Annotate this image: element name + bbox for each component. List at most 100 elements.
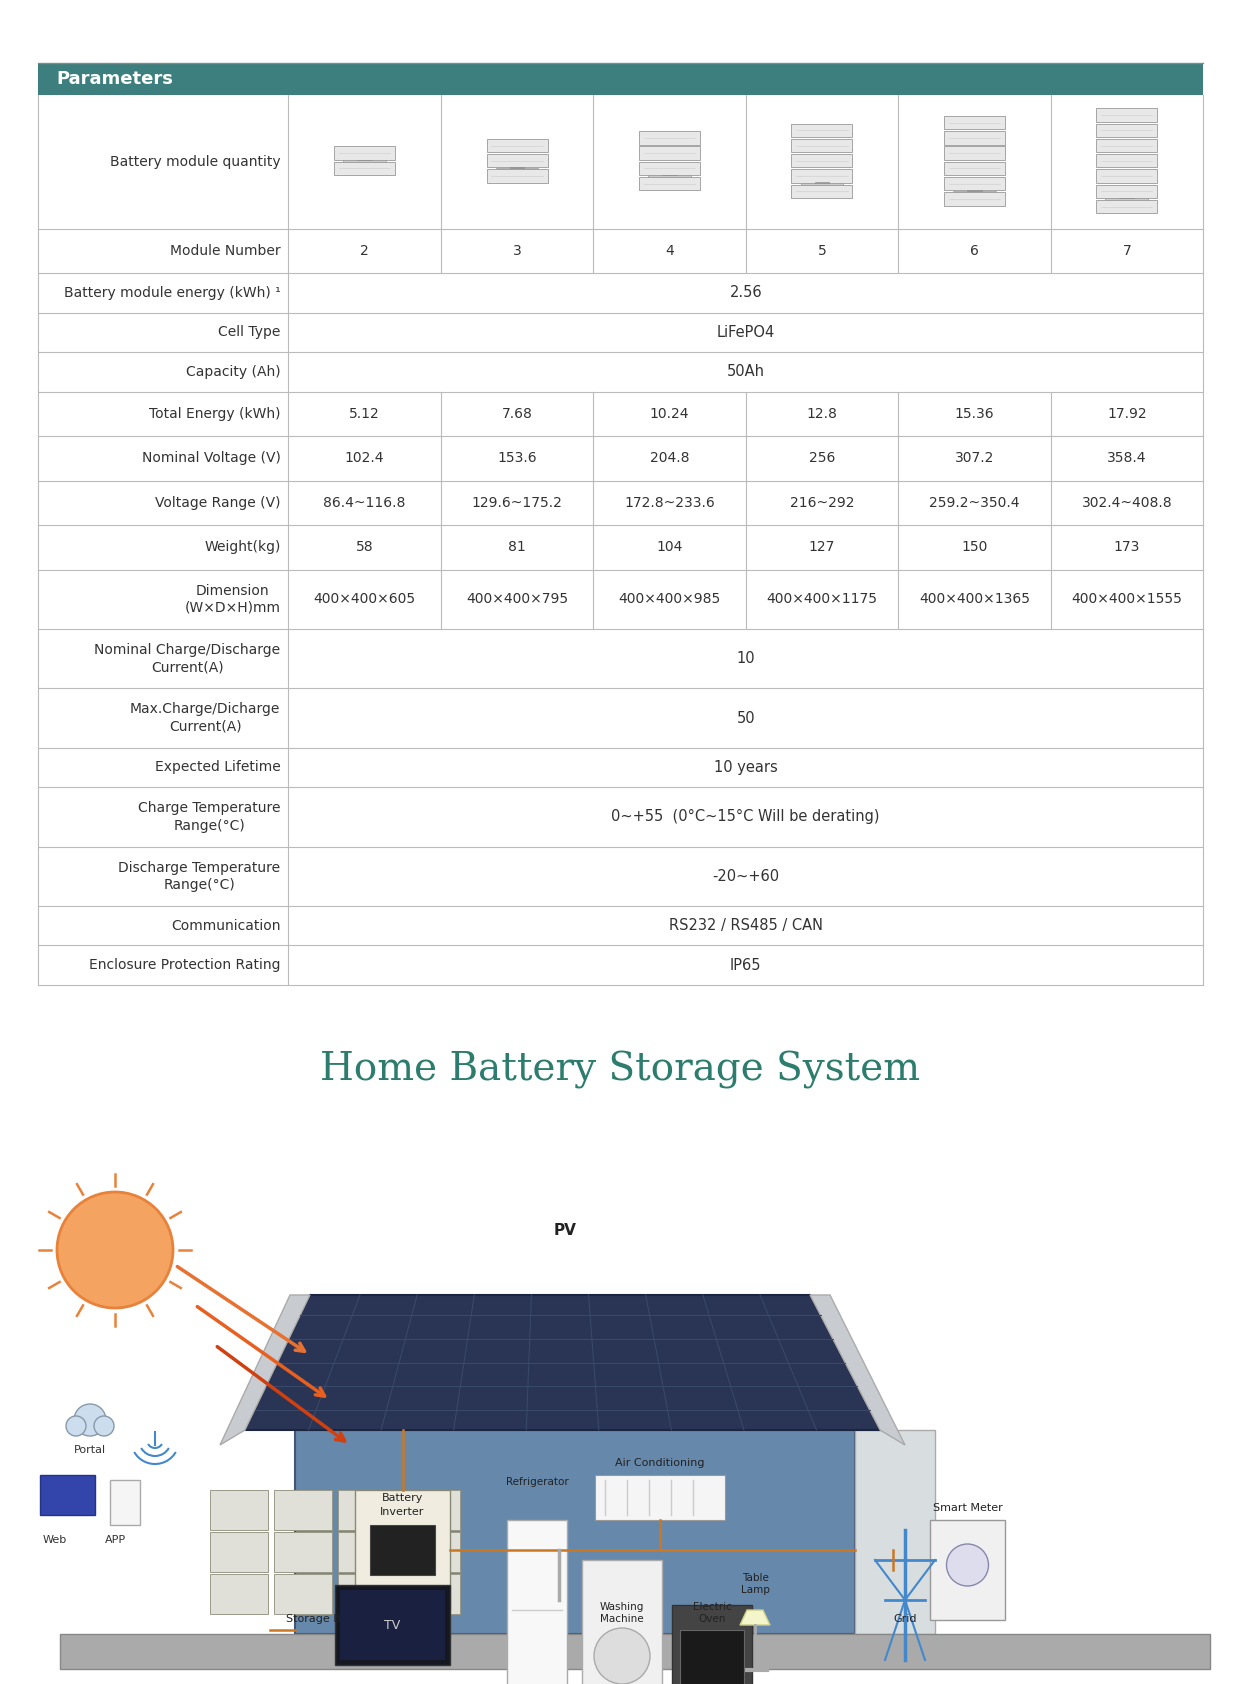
Bar [38,569,1203,630]
Bar [274,1575,333,1613]
Bar [38,94,1203,229]
Text: Web: Web [43,1536,67,1544]
Circle shape [947,1544,989,1586]
Text: Discharge Temperature
Range(°C): Discharge Temperature Range(°C) [118,861,280,893]
Text: 4: 4 [665,244,674,258]
Bar [370,1526,436,1575]
Text: Communication: Communication [171,919,280,933]
Text: TV: TV [385,1618,401,1632]
Polygon shape [810,1295,905,1445]
Text: Electric
Oven: Electric Oven [692,1603,731,1623]
Text: Voltage Range (V): Voltage Range (V) [155,495,280,510]
Bar [274,1532,333,1571]
Polygon shape [740,1610,769,1625]
Bar [355,1490,450,1610]
Text: 50: 50 [736,711,755,726]
Text: 86.4~116.8: 86.4~116.8 [324,495,406,510]
Text: Nominal Charge/Discharge
Current(A): Nominal Charge/Discharge Current(A) [94,643,280,674]
Text: LiFePO4: LiFePO4 [716,325,774,340]
Text: Max.Charge/Dicharge
Current(A): Max.Charge/Dicharge Current(A) [130,702,280,734]
Bar [210,1532,268,1571]
Text: Air Conditioning: Air Conditioning [616,1458,705,1468]
Text: Parameters: Parameters [56,71,172,88]
Text: 400×400×795: 400×400×795 [467,593,568,606]
Text: -20~+60: -20~+60 [712,869,779,884]
Text: Expected Lifetime: Expected Lifetime [155,761,280,775]
Bar [38,273,1203,313]
Text: 173: 173 [1113,541,1140,554]
Bar [792,185,853,199]
Bar [210,1575,268,1613]
Text: Total Energy (kWh): Total Energy (kWh) [149,408,280,421]
Text: Battery module quantity: Battery module quantity [110,155,280,168]
Bar [1096,138,1158,152]
Bar [38,352,1203,392]
Text: 2.56: 2.56 [730,285,762,300]
Bar [944,131,1005,145]
Bar [402,1532,460,1571]
Text: 10 years: 10 years [714,759,778,775]
Text: PV: PV [553,1223,576,1238]
Bar [486,155,547,167]
Bar [338,1490,396,1531]
Text: 3: 3 [513,244,521,258]
Text: Portal: Portal [74,1445,105,1455]
Bar [639,131,700,145]
Text: Battery module energy (kWh) ¹: Battery module energy (kWh) ¹ [63,286,280,300]
Text: 15.36: 15.36 [954,408,994,421]
Bar [338,1575,396,1613]
Text: 10: 10 [736,652,755,667]
Text: 216~292: 216~292 [789,495,854,510]
Bar [792,138,853,152]
Bar [38,62,1203,94]
Text: 400×400×1555: 400×400×1555 [1071,593,1183,606]
Bar [639,177,700,190]
Text: Enclosure Protection Rating: Enclosure Protection Rating [89,958,280,972]
Bar [340,1590,446,1660]
Text: 127: 127 [809,541,835,554]
Text: RS232 / RS485 / CAN: RS232 / RS485 / CAN [669,918,823,933]
Bar [38,689,1203,748]
Bar [38,436,1203,480]
Bar [38,630,1203,689]
Bar [1096,108,1158,121]
Bar [639,147,700,160]
Text: 102.4: 102.4 [345,451,385,465]
Circle shape [74,1404,105,1436]
Circle shape [57,1192,172,1308]
Bar [930,1521,1005,1620]
Text: Smart Meter: Smart Meter [933,1504,1003,1512]
Bar [38,229,1203,273]
Text: 400×400×1365: 400×400×1365 [918,593,1030,606]
Bar [402,1575,460,1613]
Text: Home Battery Storage System: Home Battery Storage System [320,1051,920,1090]
Bar [38,525,1203,569]
Bar [38,392,1203,436]
Text: 153.6: 153.6 [498,451,537,465]
Bar [792,170,853,182]
Text: Grid: Grid [894,1613,917,1623]
Bar [38,786,1203,847]
Bar [486,138,547,152]
Bar [295,1430,855,1633]
Text: 6: 6 [970,244,979,258]
Text: Weight(kg): Weight(kg) [204,541,280,554]
Bar [38,748,1203,786]
Text: 7: 7 [1122,244,1131,258]
Bar [1096,200,1158,214]
Bar [38,945,1203,985]
Text: 129.6~175.2: 129.6~175.2 [472,495,562,510]
Bar [274,1490,333,1531]
Text: 400×400×985: 400×400×985 [618,593,721,606]
Bar [338,1532,396,1571]
Text: 307.2: 307.2 [954,451,994,465]
Text: 2: 2 [360,244,369,258]
Text: 172.8~233.6: 172.8~233.6 [624,495,715,510]
Text: 358.4: 358.4 [1107,451,1147,465]
Text: 58: 58 [356,541,374,554]
Text: 5.12: 5.12 [349,408,380,421]
Circle shape [594,1628,650,1684]
Bar [582,1559,661,1684]
Text: 259.2~350.4: 259.2~350.4 [930,495,1020,510]
Bar [639,162,700,175]
